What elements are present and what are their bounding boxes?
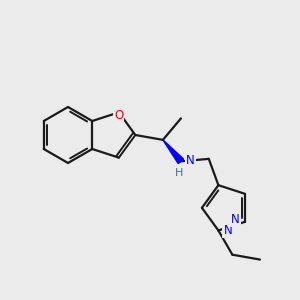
Text: O: O	[114, 109, 124, 122]
Polygon shape	[163, 140, 184, 164]
Text: N: N	[186, 154, 195, 167]
Text: N: N	[231, 213, 240, 226]
Text: N: N	[224, 224, 232, 237]
Text: H: H	[175, 168, 183, 178]
